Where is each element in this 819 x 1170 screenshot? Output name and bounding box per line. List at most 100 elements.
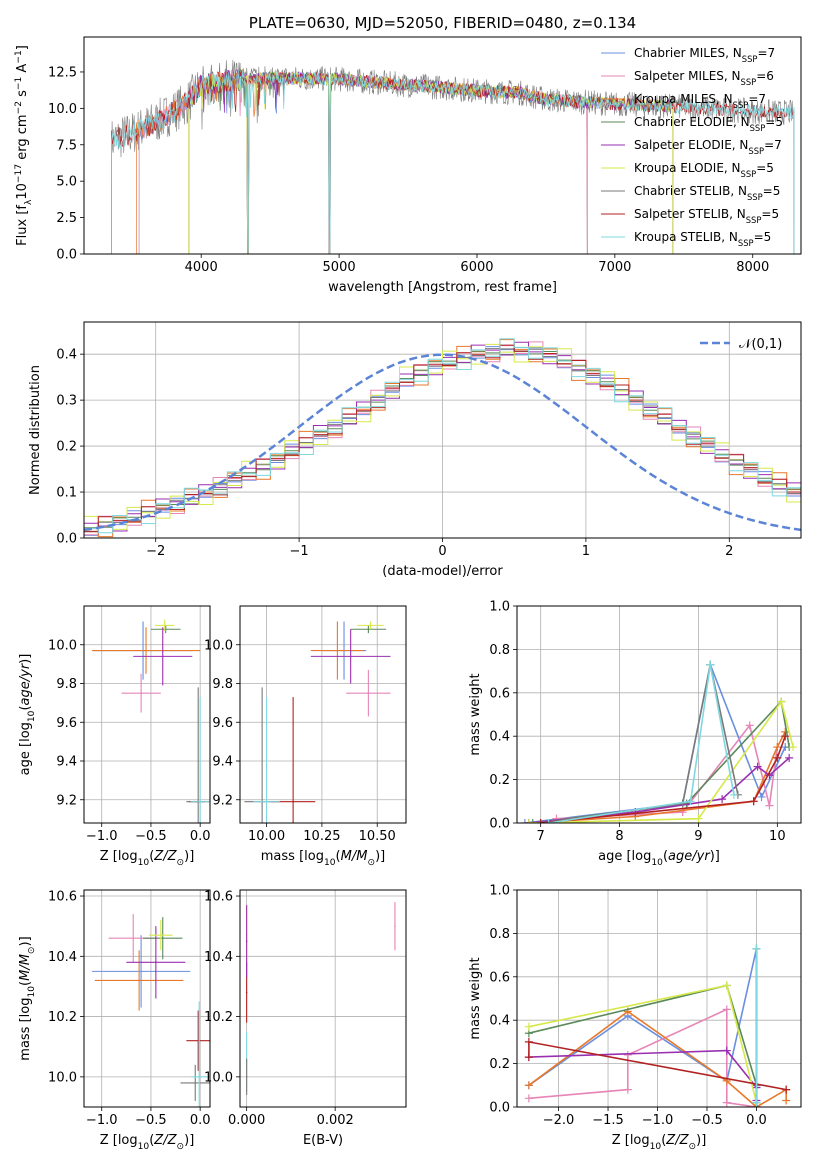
x-tick-label: −1.0 xyxy=(86,1113,118,1128)
y-tick-label: 5.0 xyxy=(56,175,77,190)
data-point-3 xyxy=(367,628,370,631)
weight-marker-1 xyxy=(678,808,687,817)
x-tick-label: −1.0 xyxy=(642,1113,674,1128)
weight-marker-0 xyxy=(520,819,529,823)
data-point-0 xyxy=(140,970,142,973)
chart-mass-weight-vs-age: 7 8 9 10 0.0 0.2 0.4 0.6 0.8 1.0 age [log10(age/yr… xyxy=(468,600,802,868)
y-tick-label: 10.0 xyxy=(48,638,77,653)
chart-mass-weight-vs-z: −2.0 −1.5 −1.0 −0.5 0.0 0.0 0.2 0.4 0.6 0.8 1.0 Z [… xyxy=(468,884,802,1152)
weight-line-0 xyxy=(528,948,758,1088)
data-point-4 xyxy=(349,655,352,658)
x-axis-label: Z [log10(Z/Z⊙)] xyxy=(100,849,195,868)
data-point-4 xyxy=(161,655,164,658)
weight-marker-1 xyxy=(745,721,754,730)
y-tick-label: 0.4 xyxy=(489,730,510,745)
x-tick-label: 7 xyxy=(537,829,545,844)
y-tick-label: 12.5 xyxy=(48,65,77,80)
weight-marker-0 xyxy=(757,792,766,801)
x-tick-label: 8 xyxy=(615,829,623,844)
y-axis-label: Flux [fλ10−17 erg cm−2 s−1 A−1] xyxy=(14,45,34,246)
plot-area xyxy=(91,914,210,1107)
data-point-7 xyxy=(197,1039,199,1042)
x-tick-label: 4000 xyxy=(185,260,218,275)
y-tick-label: 9.4 xyxy=(56,755,77,770)
weight-marker-4 xyxy=(753,762,762,771)
plot-area xyxy=(244,621,391,823)
axes-frame xyxy=(516,889,802,1108)
axes-frame xyxy=(239,605,407,824)
x-tick-label: 10.25 xyxy=(303,829,340,844)
data-point-4 xyxy=(155,961,157,964)
data-point-3 xyxy=(161,937,164,940)
legend-entry: Kroupa STELIB, NSSP=5 xyxy=(634,230,771,248)
x-tick-label: −0.5 xyxy=(135,1113,167,1128)
x-tick-label: 7000 xyxy=(598,260,631,275)
weight-marker-1 xyxy=(722,1005,731,1014)
y-tick-label: 10.6 xyxy=(204,890,233,905)
x-tick-label: 9 xyxy=(694,829,702,844)
legend-entry: Kroupa MILES, NSSP=7 xyxy=(634,92,766,110)
axes-frame xyxy=(239,889,407,1108)
weight-marker-5 xyxy=(789,743,798,752)
axes-frame xyxy=(83,321,802,539)
y-tick-label: 9.4 xyxy=(212,755,233,770)
weight-marker-7 xyxy=(749,797,758,806)
x-tick-label: −2 xyxy=(146,544,165,559)
chart-mass-vs-ebv: 0.000 0.002 10.0 10.2 10.4 10.6 E(B-V) xyxy=(204,889,407,1148)
chart-age-vs-mass: 10.00 10.25 10.50 9.2 9.4 9.6 9.8 10.0 mass [log… xyxy=(204,605,407,868)
data-point-2 xyxy=(138,979,140,982)
y-axis-label: age [log10(age/yr)] xyxy=(18,654,37,776)
data-point-3 xyxy=(164,628,167,631)
weight-marker-8 xyxy=(752,944,761,953)
x-axis-label: age [log10(age/yr)] xyxy=(598,849,720,868)
histogram-series-4 xyxy=(84,341,801,538)
chart-residual-histogram: −2 −1 0 1 2 0.0 0.1 0.2 0.3 0.4 (data-model)/error… xyxy=(28,321,802,579)
data-point-2 xyxy=(145,649,147,652)
weight-line-5 xyxy=(528,699,794,823)
y-tick-label: 10.0 xyxy=(204,638,233,653)
y-tick-label: 9.8 xyxy=(56,677,77,692)
weight-line-0 xyxy=(524,661,786,823)
y-axis-label: mass [log10(M/M⊙)] xyxy=(18,936,37,1060)
weight-marker-5 xyxy=(722,981,731,990)
y-tick-label: 0.8 xyxy=(489,927,510,942)
data-point-5 xyxy=(245,1076,248,1078)
y-tick-label: 9.6 xyxy=(212,716,233,731)
weight-marker-7 xyxy=(782,1085,791,1094)
y-tick-label: 0.0 xyxy=(489,1101,510,1116)
x-axis-label: wavelength [Angstrom, rest frame] xyxy=(328,280,557,295)
weight-marker-1 xyxy=(722,1098,731,1107)
legend-entry: Salpeter ELODIE, NSSP=7 xyxy=(634,138,782,156)
y-tick-label: 2.5 xyxy=(56,211,77,226)
x-tick-label: −0.5 xyxy=(135,829,167,844)
weight-line-1 xyxy=(528,1008,757,1107)
plot-area xyxy=(91,619,210,823)
x-tick-label: 0.0 xyxy=(190,1113,211,1128)
data-point-3 xyxy=(245,940,248,943)
histogram-series-8 xyxy=(84,338,801,538)
y-tick-label: 1.0 xyxy=(489,600,510,615)
y-tick-label: 10.4 xyxy=(48,950,77,965)
y-tick-label: 0.0 xyxy=(56,532,77,547)
data-point-6 xyxy=(194,1082,197,1084)
x-tick-label: 10.50 xyxy=(359,829,396,844)
axes-frame xyxy=(516,605,802,824)
weight-marker-5 xyxy=(694,814,703,823)
legend-entry: Chabrier MILES, NSSP=7 xyxy=(634,46,775,64)
y-tick-label: 1.0 xyxy=(489,884,510,899)
plot-area xyxy=(245,902,396,1095)
y-tick-label: 10.0 xyxy=(48,1070,77,1085)
weight-marker-7 xyxy=(524,1053,533,1062)
spectrum-line-8 xyxy=(111,70,795,254)
legend-entry: Salpeter MILES, NSSP=6 xyxy=(634,69,774,87)
weight-marker-7 xyxy=(773,753,782,762)
y-tick-label: 10.4 xyxy=(204,950,233,965)
weight-marker-2 xyxy=(773,743,782,752)
legend: Chabrier MILES, NSSP=7 Salpeter MILES, NS… xyxy=(601,46,783,248)
legend-entry: Chabrier ELODIE, NSSP=5 xyxy=(634,115,783,133)
y-tick-label: 0.1 xyxy=(56,486,77,501)
weight-marker-4 xyxy=(722,1046,731,1055)
data-point-5 xyxy=(369,624,372,627)
data-point-1 xyxy=(140,692,142,694)
weight-marker-4 xyxy=(718,795,727,804)
